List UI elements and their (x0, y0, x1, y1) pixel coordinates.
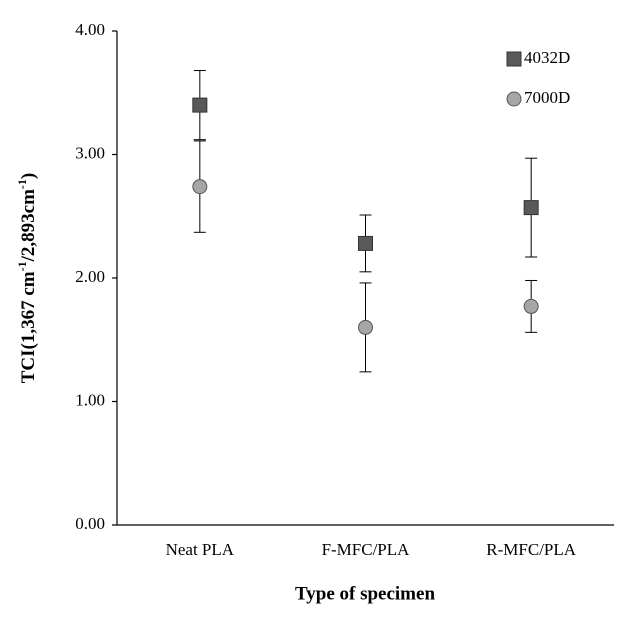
x-tick-label: R-MFC/PLA (486, 540, 576, 559)
x-axis-label: Type of specimen (295, 583, 435, 604)
label-part: ) (18, 173, 39, 179)
legend-marker (506, 91, 522, 107)
superscript: -1 (15, 261, 29, 271)
legend-marker (506, 51, 522, 67)
x-tick-label: F-MFC/PLA (322, 540, 411, 559)
point (192, 97, 208, 113)
point (358, 235, 373, 251)
point (523, 200, 539, 216)
y-tick-label: 2.00 (75, 267, 105, 286)
label-part: /2,893cm (18, 189, 39, 262)
y-tick-label: 3.00 (75, 143, 105, 162)
point (358, 319, 373, 335)
y-axis-label: TCI(1,367 cm-1/2,893cm-1) (15, 173, 40, 384)
y-tick-label: 1.00 (75, 390, 105, 409)
y-tick-label: 0.00 (75, 514, 105, 533)
legend-label: 4032D (524, 48, 570, 67)
point (192, 179, 208, 195)
y-tick-label: 4.00 (75, 20, 105, 39)
point (523, 298, 539, 314)
superscript: -1 (15, 179, 29, 189)
label-part: TCI(1,367 cm (18, 271, 39, 383)
x-tick-label: Neat PLA (166, 540, 235, 559)
legend-label: 7000D (524, 88, 570, 107)
